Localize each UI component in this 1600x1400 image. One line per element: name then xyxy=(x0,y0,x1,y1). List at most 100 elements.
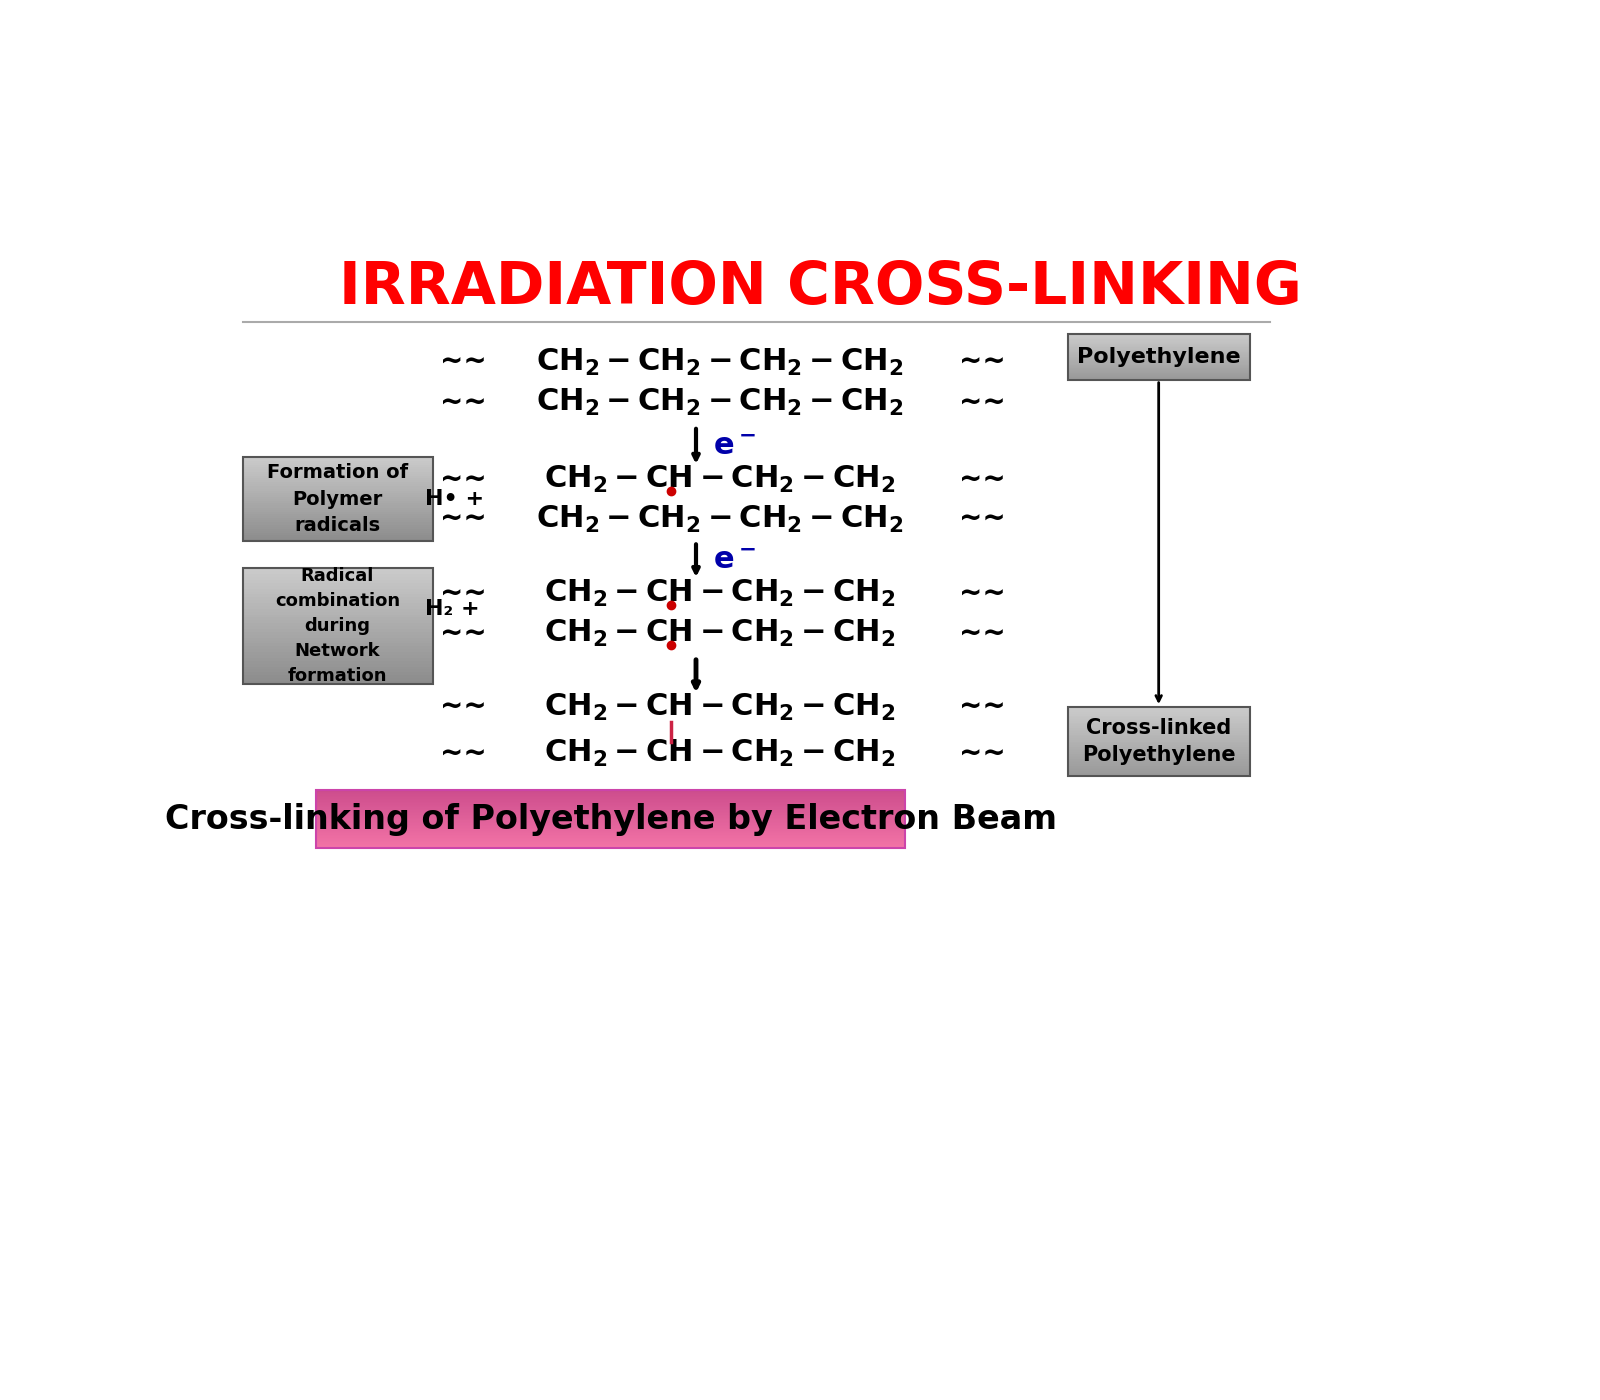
Bar xyxy=(1069,770,1250,771)
Bar xyxy=(317,843,906,844)
Bar xyxy=(243,612,432,615)
Bar xyxy=(317,839,906,840)
Text: Radical
combination
during
Network
formation: Radical combination during Network forma… xyxy=(275,567,400,685)
Bar xyxy=(243,588,432,591)
Bar xyxy=(243,606,432,609)
Bar xyxy=(243,472,432,473)
Bar xyxy=(317,812,906,813)
Bar xyxy=(243,469,432,472)
Bar xyxy=(243,521,432,522)
Bar xyxy=(1069,757,1250,759)
Bar xyxy=(1069,715,1250,717)
Bar xyxy=(317,792,906,794)
Bar xyxy=(317,820,906,822)
Bar xyxy=(243,490,432,493)
Bar xyxy=(243,525,432,526)
Bar xyxy=(1069,774,1250,776)
Bar xyxy=(243,504,432,505)
Bar xyxy=(317,840,906,843)
Bar xyxy=(243,494,432,497)
Bar xyxy=(243,518,432,521)
Bar xyxy=(1069,707,1250,776)
Bar xyxy=(317,829,906,830)
Bar xyxy=(243,456,432,459)
Bar xyxy=(243,539,432,542)
Bar xyxy=(243,489,432,490)
Bar xyxy=(243,669,432,672)
Bar xyxy=(243,615,432,617)
Bar xyxy=(1069,763,1250,764)
Bar xyxy=(1069,720,1250,721)
Bar xyxy=(1069,734,1250,735)
Bar xyxy=(243,631,432,634)
Bar xyxy=(317,806,906,808)
Bar xyxy=(243,568,432,683)
Bar xyxy=(1069,707,1250,708)
Text: ~~: ~~ xyxy=(440,505,486,533)
Bar xyxy=(317,833,906,834)
Bar xyxy=(243,484,432,486)
Bar xyxy=(1069,713,1250,714)
Bar xyxy=(317,811,906,812)
Bar xyxy=(1069,771,1250,773)
Bar xyxy=(317,801,906,802)
Bar xyxy=(243,493,432,494)
Text: Formation of
Polymer
radicals: Formation of Polymer radicals xyxy=(267,463,408,535)
Bar xyxy=(317,816,906,818)
Bar xyxy=(317,799,906,801)
Bar xyxy=(243,456,432,542)
Bar xyxy=(1069,773,1250,774)
Text: ~~: ~~ xyxy=(960,620,1006,648)
Bar xyxy=(243,661,432,664)
Bar xyxy=(1069,764,1250,766)
Bar xyxy=(243,529,432,531)
Bar xyxy=(1069,745,1250,746)
Bar xyxy=(317,804,906,805)
Bar xyxy=(243,486,432,489)
Bar xyxy=(317,802,906,804)
Bar xyxy=(243,514,432,517)
Bar xyxy=(243,463,432,465)
Bar xyxy=(243,568,432,571)
Bar xyxy=(243,652,432,655)
Text: ~~: ~~ xyxy=(440,693,486,721)
Bar xyxy=(243,634,432,637)
Text: $\mathbf{CH_2-CH_2-CH_2-CH_2}$: $\mathbf{CH_2-CH_2-CH_2-CH_2}$ xyxy=(536,346,902,378)
Bar xyxy=(1069,767,1250,770)
Bar xyxy=(243,473,432,476)
Bar xyxy=(1069,741,1250,742)
Bar xyxy=(243,629,432,631)
Bar xyxy=(243,641,432,644)
Bar xyxy=(1069,333,1250,379)
Text: $\mathbf{CH_2-CH-CH_2-CH_2}$: $\mathbf{CH_2-CH-CH_2-CH_2}$ xyxy=(544,692,894,722)
Bar xyxy=(1069,724,1250,727)
Bar xyxy=(1069,717,1250,720)
Bar xyxy=(243,477,432,480)
Bar xyxy=(317,818,906,819)
Bar xyxy=(317,790,906,848)
Bar xyxy=(1069,731,1250,734)
Bar xyxy=(243,609,432,612)
Text: $\mathbf{e^-}$: $\mathbf{e^-}$ xyxy=(714,546,755,575)
Bar xyxy=(243,497,432,500)
Bar xyxy=(243,664,432,666)
Bar xyxy=(243,675,432,678)
Bar xyxy=(243,480,432,482)
Bar xyxy=(317,805,906,806)
Text: $\mathbf{CH_2-CH-CH_2-CH_2}$: $\mathbf{CH_2-CH-CH_2-CH_2}$ xyxy=(544,578,894,609)
Text: $\mathbf{CH_2-CH-CH_2-CH_2}$: $\mathbf{CH_2-CH-CH_2-CH_2}$ xyxy=(544,619,894,650)
Text: ~~: ~~ xyxy=(440,466,486,494)
Bar xyxy=(1069,714,1250,715)
Bar xyxy=(317,825,906,826)
Bar xyxy=(243,574,432,577)
Bar xyxy=(317,815,906,816)
Bar xyxy=(243,644,432,647)
Bar xyxy=(243,595,432,598)
Text: ~~: ~~ xyxy=(960,349,1006,377)
Text: ~~: ~~ xyxy=(960,693,1006,721)
Bar xyxy=(317,790,906,791)
Text: Polyethylene: Polyethylene xyxy=(1077,347,1242,367)
Text: IRRADIATION CROSS-LINKING: IRRADIATION CROSS-LINKING xyxy=(339,259,1301,316)
Bar xyxy=(243,459,432,461)
Text: H• +: H• + xyxy=(424,489,483,510)
